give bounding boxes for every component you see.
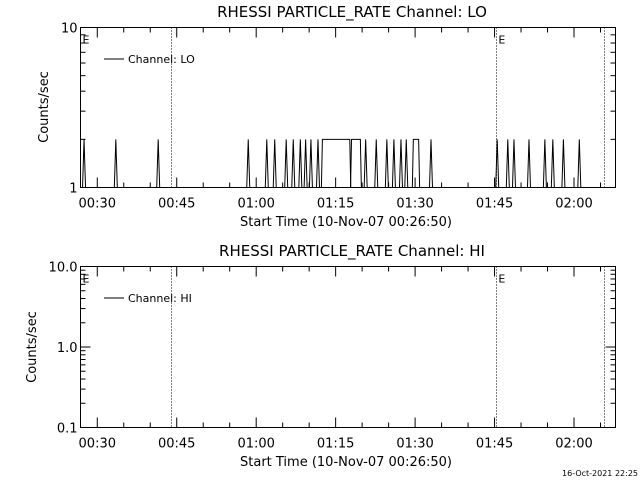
hi-x-tick-label: 01:15: [317, 437, 354, 452]
lo-rate-spike: [561, 139, 566, 188]
lo-y-axis-label: Counts/sec: [37, 71, 52, 143]
generation-timestamp: 16-Oct-2021 22:25: [562, 469, 638, 478]
hi-y-tick-label: 0.1: [57, 422, 78, 437]
hi-x-tick-label: 00:45: [158, 437, 195, 452]
hi-event-marker: E: [83, 273, 90, 286]
lo-rate-spike: [308, 139, 313, 188]
hi-plot-frame: [80, 266, 616, 428]
lo-rate-spike: [82, 139, 87, 188]
hi-x-tick-label: 02:00: [555, 437, 592, 452]
hi-legend-label: Channel: HI: [128, 292, 192, 305]
lo-rate-spike: [315, 139, 320, 188]
hi-y-tick-label: 10.0: [49, 261, 78, 276]
lo-rate-plateau: [350, 138, 362, 188]
lo-x-tick-label: 00:45: [158, 197, 195, 212]
lo-legend-label: Channel: LO: [128, 53, 195, 66]
lo-rate-spike: [542, 139, 547, 188]
lo-rate-spike: [384, 139, 389, 188]
hi-y-axis-label: Counts/sec: [25, 311, 40, 383]
hi-x-tick-label: 00:30: [79, 437, 116, 452]
hi-x-tick-label: 01:45: [476, 437, 513, 452]
hi-x-tick-label: 01:00: [237, 437, 274, 452]
lo-rate-spike: [113, 139, 118, 188]
lo-x-tick-label: 01:00: [237, 197, 274, 212]
hi-chart-title: RHESSI PARTICLE_RATE Channel: HI: [219, 242, 485, 261]
lo-x-tick-label: 00:30: [79, 197, 116, 212]
lo-x-tick-label: 01:45: [476, 197, 513, 212]
lo-rate-spike: [511, 139, 516, 188]
hi-event-marker: E: [498, 273, 505, 286]
hi-chart-panel: RHESSI PARTICLE_RATE Channel: HI 0.1 1.0 1…: [25, 242, 616, 470]
lo-rate-spike: [550, 139, 555, 188]
lo-rate-spike: [577, 139, 582, 188]
lo-rate-spike: [526, 139, 531, 188]
lo-event-marker: E: [83, 34, 90, 47]
lo-rate-spike: [291, 139, 296, 188]
lo-x-tick-label: 02:00: [555, 197, 592, 212]
hi-x-tick-label: 01:30: [396, 437, 433, 452]
lo-rate-spike: [298, 139, 303, 188]
hi-y-tick-label: 1.0: [57, 341, 78, 356]
lo-rate-spike: [505, 139, 510, 188]
lo-rate-spike: [495, 139, 500, 188]
lo-event-marker: E: [498, 34, 505, 47]
hi-x-axis-label: Start Time (10-Nov-07 00:26:50): [240, 455, 452, 470]
lo-rate-spike: [374, 139, 379, 188]
lo-chart-panel: RHESSI PARTICLE_RATE Channel: LO 1 10 00:…: [37, 3, 616, 230]
lo-rate-spike: [264, 139, 269, 188]
lo-rate-spike: [303, 139, 308, 188]
lo-rate-spike: [156, 139, 161, 188]
lo-x-axis-label: Start Time (10-Nov-07 00:26:50): [240, 215, 452, 230]
lo-rate-spike: [391, 139, 396, 188]
lo-x-tick-label: 01:30: [396, 197, 433, 212]
lo-rate-spike: [428, 139, 433, 188]
lo-plot-frame: [80, 27, 616, 188]
lo-x-tick-label: 01:15: [317, 197, 354, 212]
lo-y-tick-label: 1: [69, 182, 77, 197]
lo-y-tick-label: 10: [61, 22, 78, 37]
lo-rate-plateau: [320, 138, 352, 188]
lo-rate-spike: [272, 139, 277, 188]
lo-rate-spike: [363, 139, 368, 188]
lo-chart-title: RHESSI PARTICLE_RATE Channel: LO: [217, 3, 487, 22]
lo-rate-plateau: [411, 138, 421, 188]
lo-rate-spike: [404, 139, 409, 188]
lo-rate-spike: [284, 139, 289, 188]
lo-rate-spike: [398, 139, 403, 188]
lo-rate-spike: [246, 139, 251, 188]
